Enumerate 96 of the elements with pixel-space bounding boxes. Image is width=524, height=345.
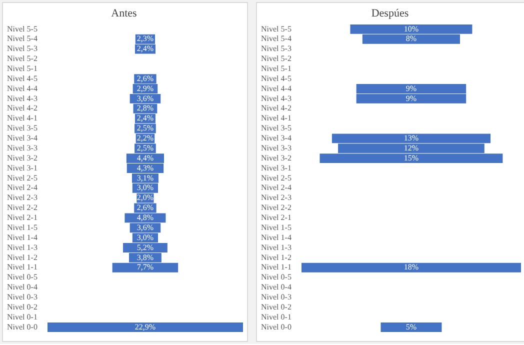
data-label: 2,6%	[136, 203, 154, 212]
data-label: 13%	[404, 134, 419, 143]
category-label: Nivel 2-5	[261, 173, 292, 182]
data-label: 8%	[406, 34, 417, 44]
category-label: Nivel 1-4	[7, 232, 38, 242]
category-label: Nivel 3-3	[7, 143, 38, 152]
category-label: Nivel 0-5	[261, 272, 292, 282]
data-label: 4,8%	[136, 213, 154, 222]
category-label: Nivel 0-4	[261, 282, 292, 292]
category-label: Nivel 1-3	[261, 242, 292, 252]
data-label: 3,6%	[136, 222, 154, 232]
data-label: 2,9%	[136, 84, 154, 93]
category-label: Nivel 4-5	[261, 74, 292, 83]
category-label: Nivel 4-5	[7, 74, 38, 83]
data-label: 3,0%	[136, 232, 154, 242]
data-label: 5%	[406, 322, 417, 332]
category-label: Nivel 1-5	[261, 222, 292, 232]
category-label: Nivel 4-4	[261, 84, 292, 93]
category-label: Nivel 4-4	[7, 84, 38, 93]
category-label: Nivel 4-3	[261, 94, 292, 103]
data-label: 3,6%	[136, 94, 154, 103]
data-label: 2,3%	[136, 34, 154, 44]
data-label: 2,4%	[136, 44, 154, 54]
category-label: Nivel 1-3	[7, 242, 38, 252]
category-label: Nivel 5-2	[7, 54, 38, 64]
data-label: 2,5%	[136, 124, 154, 133]
category-label: Nivel 5-1	[261, 64, 292, 74]
data-label: 4,3%	[136, 163, 154, 172]
data-label: 9%	[406, 84, 417, 93]
category-label: Nivel 5-3	[261, 44, 292, 54]
data-label: 3,1%	[136, 173, 154, 182]
category-label: Nivel 4-3	[7, 94, 38, 103]
category-label: Nivel 2-1	[261, 213, 292, 222]
category-label: Nivel 5-4	[261, 34, 292, 44]
data-label: 22,9%	[134, 322, 156, 332]
data-label: 3,8%	[136, 252, 154, 262]
category-label: Nivel 0-2	[261, 302, 292, 312]
category-label: Nivel 5-3	[7, 44, 38, 54]
category-label: Nivel 2-3	[7, 193, 38, 202]
category-label: Nivel 0-0	[261, 322, 292, 332]
category-label: Nivel 1-1	[261, 262, 292, 272]
category-label: Nivel 0-1	[7, 312, 38, 322]
category-label: Nivel 2-4	[261, 183, 292, 192]
category-label: Nivel 3-4	[7, 134, 38, 143]
category-label: Nivel 1-4	[261, 232, 292, 242]
category-label: Nivel 5-2	[261, 54, 292, 64]
category-label: Nivel 0-3	[7, 292, 38, 302]
data-label: 10%	[404, 24, 419, 34]
category-label: Nivel 5-1	[7, 64, 38, 74]
data-label: 15%	[404, 153, 419, 162]
category-label: Nivel 5-5	[261, 24, 292, 34]
category-label: Nivel 2-3	[261, 193, 292, 202]
category-label: Nivel 4-1	[7, 114, 38, 123]
data-label: 2,2%	[136, 134, 154, 143]
category-label: Nivel 1-2	[261, 252, 292, 262]
category-label: Nivel 2-2	[261, 203, 292, 212]
category-label: Nivel 0-2	[7, 302, 38, 312]
category-label: Nivel 3-4	[261, 134, 292, 143]
category-label: Nivel 0-3	[261, 292, 292, 302]
data-label: 2,8%	[136, 104, 154, 113]
data-label: 9%	[406, 94, 417, 103]
category-label: Nivel 3-5	[261, 124, 292, 133]
data-label: 2,4%	[136, 114, 154, 123]
category-label: Nivel 3-2	[7, 153, 38, 162]
data-label: 18%	[404, 262, 419, 272]
category-label: Nivel 3-2	[261, 153, 292, 162]
category-label: Nivel 5-5	[7, 24, 38, 34]
category-label: Nivel 4-2	[261, 104, 292, 113]
text: Antes	[111, 7, 137, 20]
data-label: 2,5%	[136, 143, 154, 152]
category-label: Nivel 1-1	[7, 262, 38, 272]
text: Despúes	[371, 7, 409, 20]
category-label: Nivel 2-4	[7, 183, 38, 192]
category-label: Nivel 3-3	[261, 143, 292, 152]
category-label: Nivel 3-1	[261, 163, 292, 172]
category-label: Nivel 0-5	[7, 272, 38, 282]
category-label: Nivel 5-4	[7, 34, 38, 44]
category-label: Nivel 2-1	[7, 213, 38, 222]
category-label: Nivel 4-2	[7, 104, 38, 113]
data-label: 2,0%	[136, 193, 154, 202]
data-label: 2,6%	[136, 74, 154, 83]
category-label: Nivel 0-1	[261, 312, 292, 322]
category-label: Nivel 2-2	[7, 203, 38, 212]
data-label: 4,4%	[136, 153, 154, 162]
category-label: Nivel 2-5	[7, 173, 38, 182]
category-label: Nivel 4-1	[261, 114, 292, 123]
category-label: Nivel 0-0	[7, 322, 38, 332]
data-label: 3,0%	[136, 183, 154, 192]
category-label: Nivel 0-4	[7, 282, 38, 292]
category-label: Nivel 3-1	[7, 163, 38, 172]
category-label: Nivel 3-5	[7, 124, 38, 133]
data-label: 12%	[404, 143, 419, 152]
category-label: Nivel 1-5	[7, 222, 38, 232]
category-label: Nivel 1-2	[7, 252, 38, 262]
data-label: 7,7%	[136, 262, 154, 272]
data-label: 5,2%	[136, 242, 154, 252]
